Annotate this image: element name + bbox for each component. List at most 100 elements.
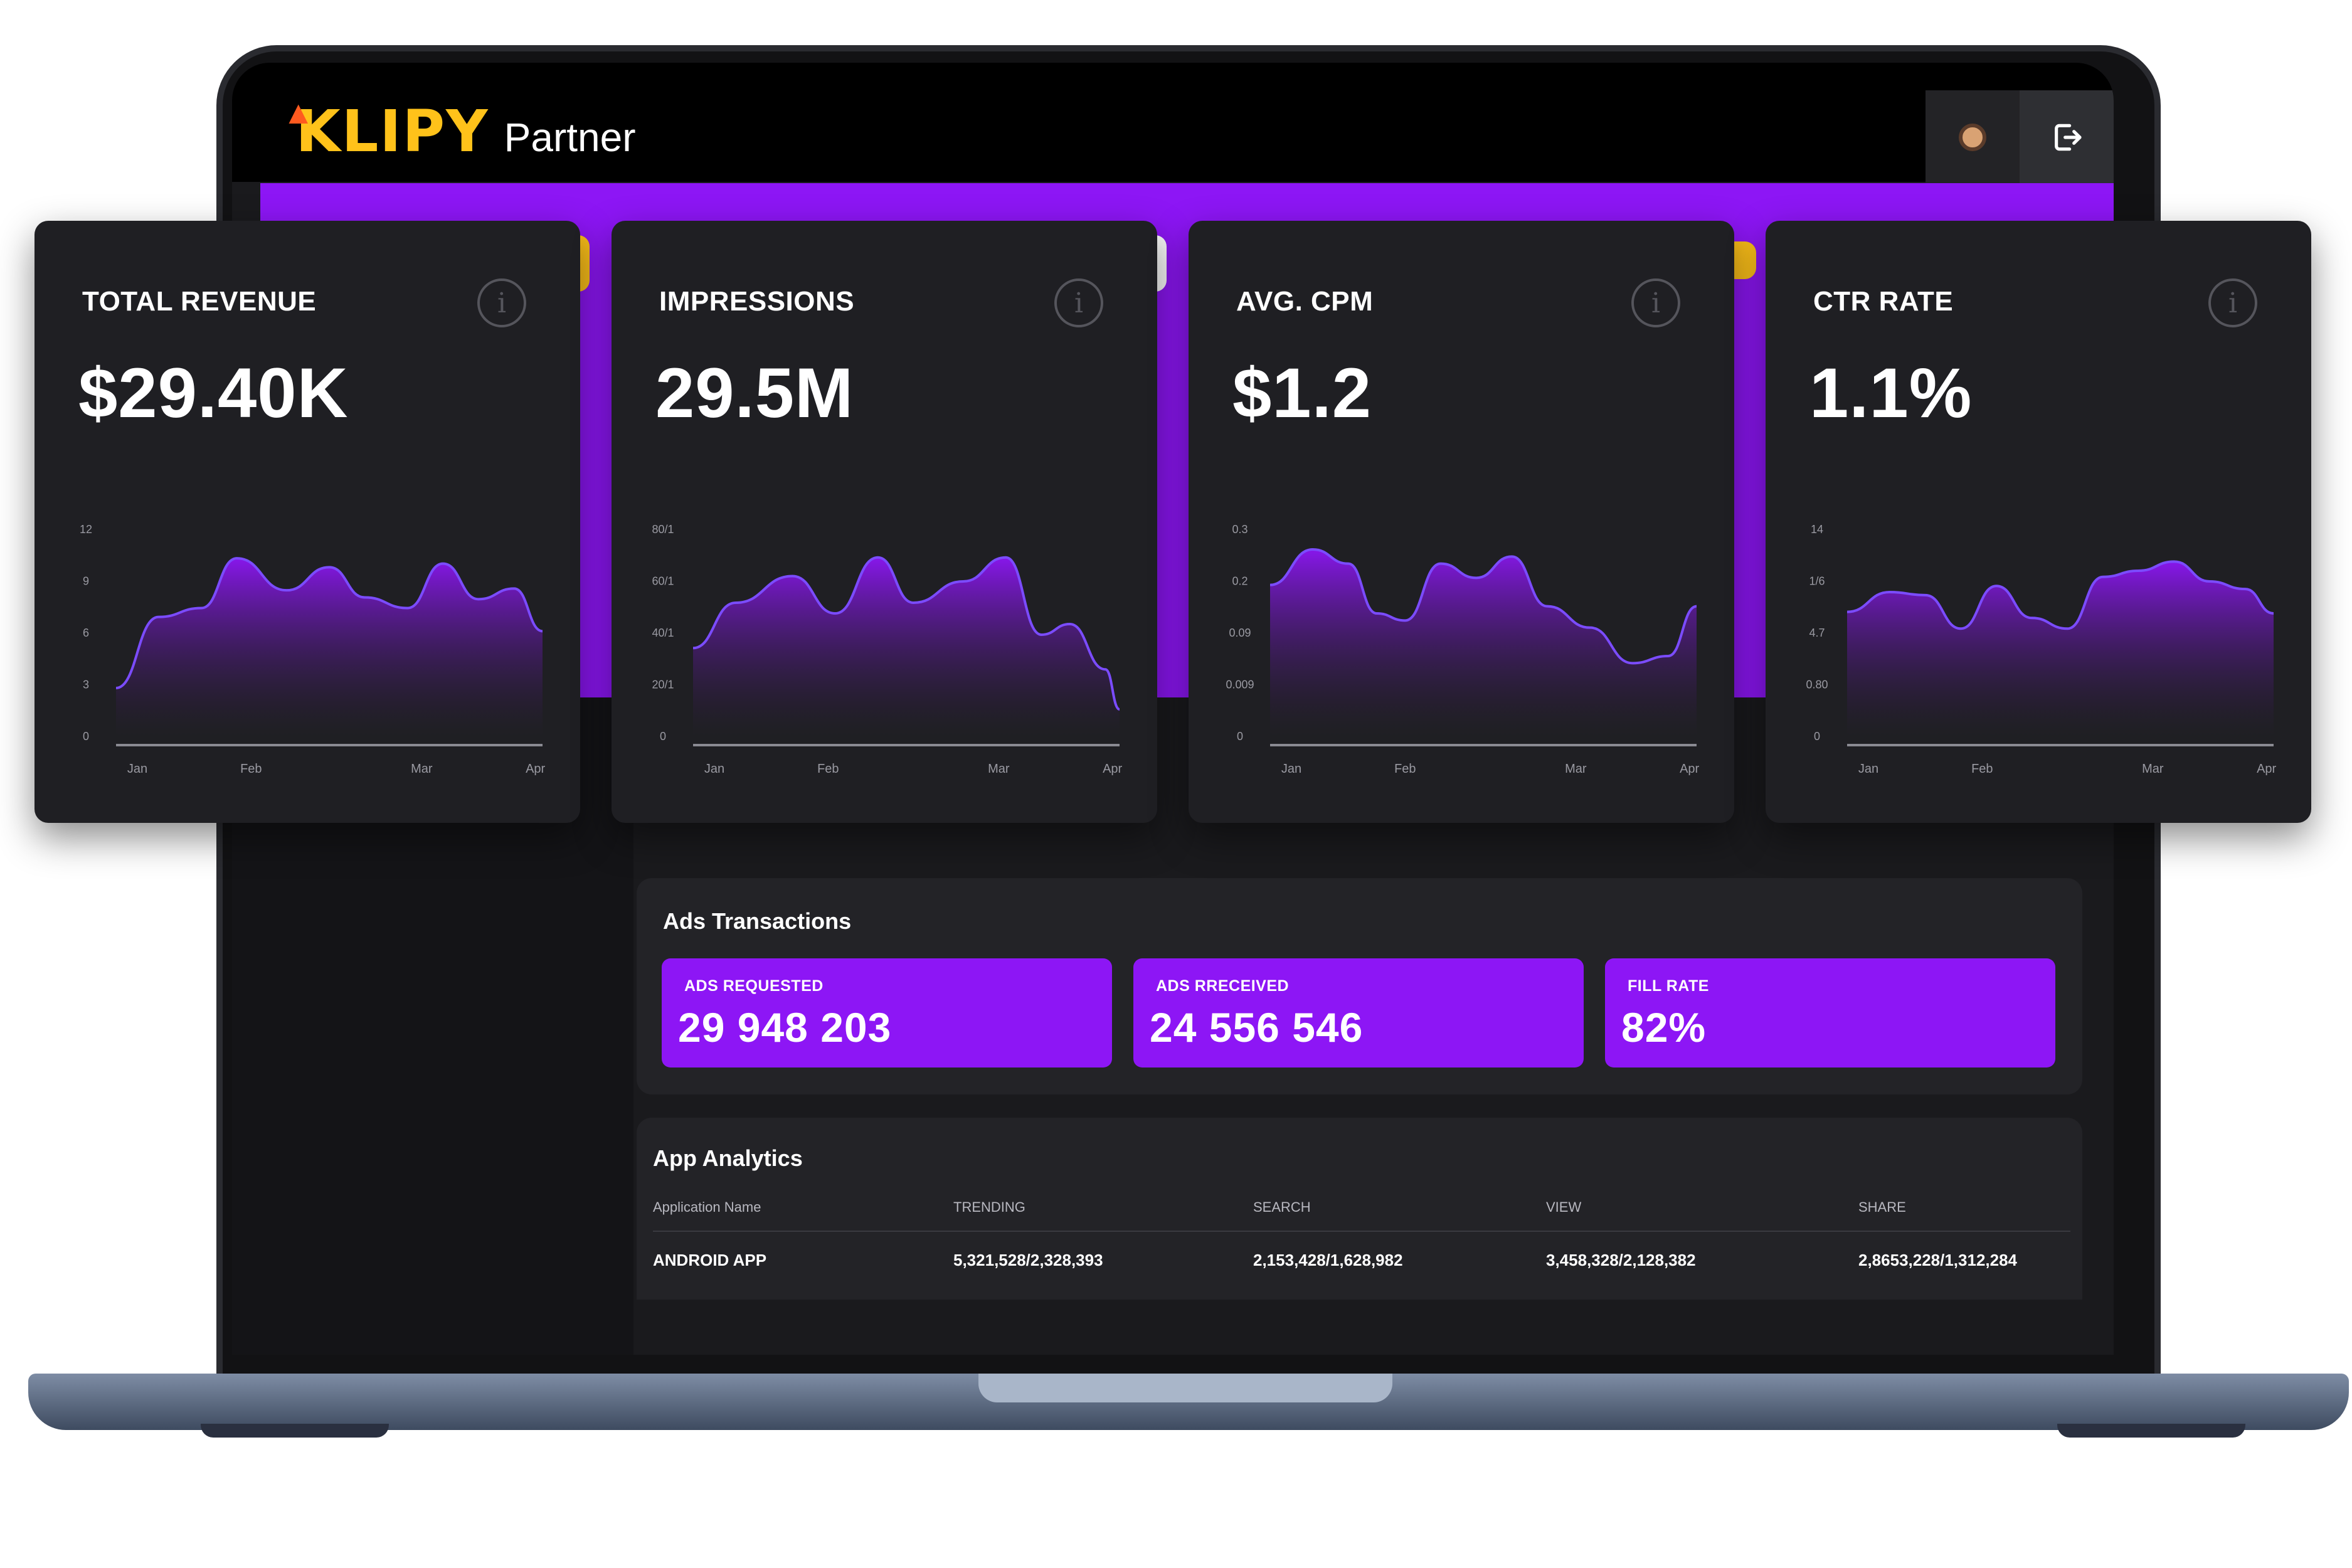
series-area [116, 558, 543, 736]
ads-received-label: ADS RRECEIVED [1156, 977, 1290, 995]
brand-logo[interactable]: ▲ KLIPY Partner [282, 95, 636, 165]
x-tick-label: Apr [1680, 762, 1699, 776]
brand-suffix: Partner [504, 115, 636, 160]
app-analytics-title: App Analytics [653, 1145, 803, 1171]
y-tick-label: 3 [83, 679, 89, 691]
series-area [1270, 549, 1697, 736]
cell-view: 3,458,328/2,128,382 [1546, 1251, 1696, 1269]
metric-label: CTR RATE [1813, 286, 1954, 317]
logout-button[interactable] [2020, 90, 2114, 184]
revenue-chart: 12 9 6 3 0 Jan Feb Mar Apr [80, 523, 546, 776]
y-tick-label: 9 [83, 575, 89, 588]
info-icon[interactable]: i [477, 278, 526, 327]
cell-application-name: ANDROID APP [653, 1251, 767, 1269]
series-line [115, 557, 543, 689]
x-tick-label: Feb [817, 762, 839, 776]
y-tick-label: 80/1 [652, 523, 674, 536]
info-icon[interactable]: i [1631, 278, 1680, 327]
x-tick-label: Feb [1394, 762, 1416, 776]
x-tick-label: Mar [1565, 762, 1587, 776]
ctr-rate-chart: 14 1/6 4.7 0.80 0 Jan Feb Mar Apr [1806, 523, 2276, 776]
metric-label: IMPRESSIONS [659, 286, 855, 317]
x-tick-label: Jan [1858, 762, 1878, 776]
x-tick-label: Jan [1281, 762, 1301, 776]
cell-search: 2,153,428/1,628,982 [1253, 1251, 1403, 1269]
y-tick-label: 0.3 [1232, 523, 1248, 536]
metric-value: $1.2 [1232, 354, 1372, 432]
x-tick-label: Jan [127, 762, 147, 776]
x-tick-label: Jan [704, 762, 724, 776]
y-tick-label: 0 [83, 730, 89, 743]
x-tick-label: Feb [1971, 762, 1993, 776]
ads-requested-card[interactable]: ADS REQUESTED 29 948 203 [662, 958, 1112, 1067]
y-tick-label: 0.80 [1806, 679, 1828, 691]
metric-label: TOTAL REVENUE [82, 286, 317, 317]
y-tick-label: 40/1 [652, 627, 674, 639]
y-tick-label: 0.2 [1232, 575, 1248, 588]
y-tick-label: 0.09 [1229, 627, 1251, 639]
y-tick-label: 0 [1814, 730, 1820, 743]
ads-transactions-title: Ads Transactions [663, 908, 852, 934]
x-tick-label: Mar [2142, 762, 2164, 776]
fill-rate-value: 82% [1621, 1004, 1707, 1051]
y-tick-label: 0.009 [1226, 679, 1254, 691]
metric-card-ctr-rate[interactable]: CTR RATE 1.1% i 14 1/6 4.7 0.80 0 Jan Feb Mar Ap… [1766, 221, 2311, 823]
brand-name: KLIPY [295, 98, 489, 165]
app-analytics-panel: App Analytics Application Name TRENDING … [637, 1118, 2082, 1300]
ads-transactions-panel: Ads Transactions ADS REQUESTED 29 948 20… [637, 878, 2082, 1094]
column-header-application-name[interactable]: Application Name [653, 1199, 761, 1215]
avatar-button[interactable] [1926, 90, 2020, 184]
y-tick-label: 1/6 [1809, 575, 1825, 588]
cell-share: 2,8653,228/1,312,284 [1858, 1251, 2018, 1269]
ads-received-value: 24 556 546 [1150, 1004, 1364, 1051]
column-header-trending[interactable]: TRENDING [953, 1199, 1025, 1215]
cell-trending: 5,321,528/2,328,393 [953, 1251, 1103, 1269]
ads-requested-label: ADS REQUESTED [684, 977, 824, 995]
series-line [1846, 560, 2274, 630]
series-line [692, 556, 1120, 711]
x-tick-label: Apr [1103, 762, 1122, 776]
y-tick-label: 20/1 [652, 679, 674, 691]
top-bar: ▲ KLIPY Partner [232, 63, 2114, 184]
y-tick-label: 60/1 [652, 575, 674, 588]
metric-label: AVG. CPM [1236, 286, 1374, 317]
avg-cpm-chart: 0.3 0.2 0.09 0.009 0 Jan Feb Mar Apr [1226, 523, 1699, 776]
x-tick-label: Mar [988, 762, 1010, 776]
x-tick-label: Feb [240, 762, 262, 776]
fill-rate-label: FILL RATE [1628, 977, 1709, 995]
metric-card-total-revenue[interactable]: TOTAL REVENUE $29.40K i 12 9 6 3 0 Jan Feb Mar A… [34, 221, 580, 823]
laptop-notch [978, 1374, 1392, 1402]
column-header-search[interactable]: SEARCH [1253, 1199, 1311, 1215]
column-header-view[interactable]: VIEW [1546, 1199, 1582, 1215]
x-tick-label: Mar [411, 762, 433, 776]
y-tick-label: 12 [80, 523, 92, 536]
y-tick-label: 0 [660, 730, 666, 743]
info-icon[interactable]: i [1054, 278, 1103, 327]
info-icon[interactable]: i [2208, 278, 2257, 327]
laptop-foot-left [201, 1424, 389, 1438]
fill-rate-card[interactable]: FILL RATE 82% [1605, 958, 2055, 1067]
metric-card-avg-cpm[interactable]: AVG. CPM $1.2 i 0.3 0.2 0.09 0.009 0 Jan Feb Ma… [1189, 221, 1734, 823]
laptop-foot-right [2057, 1424, 2245, 1438]
column-header-share[interactable]: SHARE [1858, 1199, 1906, 1215]
metric-card-impressions[interactable]: IMPRESSIONS 29.5M i 80/1 60/1 40/1 20/1 0 Jan… [612, 221, 1157, 823]
y-tick-label: 0 [1237, 730, 1243, 743]
series-line [1269, 548, 1697, 665]
series-area [693, 557, 1120, 736]
table-divider [653, 1231, 2070, 1232]
y-tick-label: 6 [83, 627, 89, 639]
metric-value: $29.40K [78, 354, 349, 432]
flame-icon: ▲ [282, 95, 315, 131]
logout-icon [2055, 124, 2082, 151]
y-tick-label: 4.7 [1809, 627, 1825, 639]
avatar-icon [1959, 124, 1986, 151]
impressions-chart: 80/1 60/1 40/1 20/1 0 Jan Feb Mar Apr [652, 523, 1122, 776]
series-area [1847, 561, 2274, 736]
ads-requested-value: 29 948 203 [678, 1004, 892, 1051]
metric-value: 1.1% [1809, 354, 1973, 432]
y-tick-label: 14 [1811, 523, 1823, 536]
metric-value: 29.5M [655, 354, 854, 432]
ads-received-card[interactable]: ADS RRECEIVED 24 556 546 [1133, 958, 1584, 1067]
x-tick-label: Apr [526, 762, 545, 776]
x-tick-label: Apr [2257, 762, 2276, 776]
